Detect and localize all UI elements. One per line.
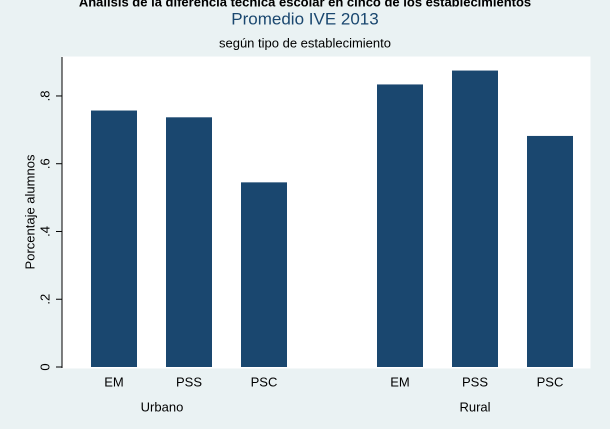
chart-subtitle: según tipo de establecimiento [219,35,391,50]
chart-title: Análisis de la diferencia técnica escola… [79,0,531,9]
chart-subtitle-main: Promedio IVE 2013 [231,9,378,28]
y-tick-label: 0 [37,363,52,370]
bar [241,182,287,367]
y-tick-label: .4 [37,226,52,237]
y-tick-label: .8 [37,91,52,102]
x-tick-label: PSS [462,374,488,389]
x-tick-label: EM [390,374,410,389]
x-tick-label: PSS [176,374,202,389]
group-label: Rural [459,399,490,414]
y-tick-label: .2 [37,294,52,305]
bar [527,135,573,367]
group-label: Urbano [141,399,184,414]
bar [377,84,423,367]
y-axis-label: Porcentaje alumnos [22,154,37,269]
x-tick-label: PSC [251,374,278,389]
bar [91,110,137,367]
plot-area [61,56,591,369]
x-tick-label: EM [104,374,124,389]
x-tick-label: PSC [537,374,564,389]
bar [166,117,212,368]
y-tick-label: .6 [37,158,52,169]
bar [452,70,498,367]
